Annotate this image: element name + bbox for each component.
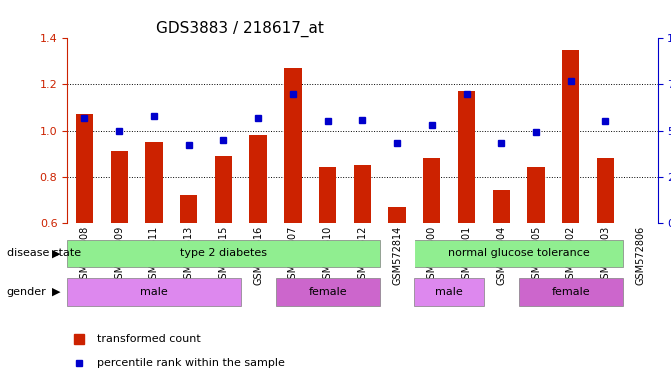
FancyBboxPatch shape [67, 278, 241, 306]
Bar [458, 91, 475, 223]
Bar [145, 142, 162, 223]
Text: ▶: ▶ [52, 248, 60, 258]
Bar [354, 165, 371, 223]
Text: ▶: ▶ [52, 287, 60, 297]
Bar [319, 167, 336, 223]
FancyBboxPatch shape [415, 278, 484, 306]
Text: type 2 diabetes: type 2 diabetes [180, 248, 267, 258]
Text: disease state: disease state [7, 248, 81, 258]
FancyBboxPatch shape [415, 240, 623, 267]
Bar [76, 114, 93, 223]
Text: male: male [140, 287, 168, 297]
Text: female: female [308, 287, 347, 297]
Bar [180, 195, 197, 223]
Text: female: female [552, 287, 590, 297]
Text: gender: gender [7, 287, 46, 297]
Bar [562, 50, 580, 223]
Bar [250, 135, 267, 223]
Text: transformed count: transformed count [97, 334, 201, 344]
Bar [423, 158, 440, 223]
Bar [285, 68, 301, 223]
Bar [527, 167, 545, 223]
Text: normal glucose tolerance: normal glucose tolerance [448, 248, 590, 258]
Bar [597, 158, 614, 223]
Bar [493, 190, 510, 223]
FancyBboxPatch shape [276, 278, 380, 306]
Text: GDS3883 / 218617_at: GDS3883 / 218617_at [156, 21, 323, 37]
Text: male: male [435, 287, 463, 297]
Bar [215, 156, 232, 223]
FancyBboxPatch shape [67, 240, 380, 267]
Text: percentile rank within the sample: percentile rank within the sample [97, 358, 285, 368]
Bar [111, 151, 128, 223]
Bar [389, 207, 406, 223]
FancyBboxPatch shape [519, 278, 623, 306]
